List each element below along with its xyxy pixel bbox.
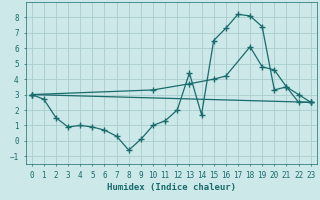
X-axis label: Humidex (Indice chaleur): Humidex (Indice chaleur) — [107, 183, 236, 192]
